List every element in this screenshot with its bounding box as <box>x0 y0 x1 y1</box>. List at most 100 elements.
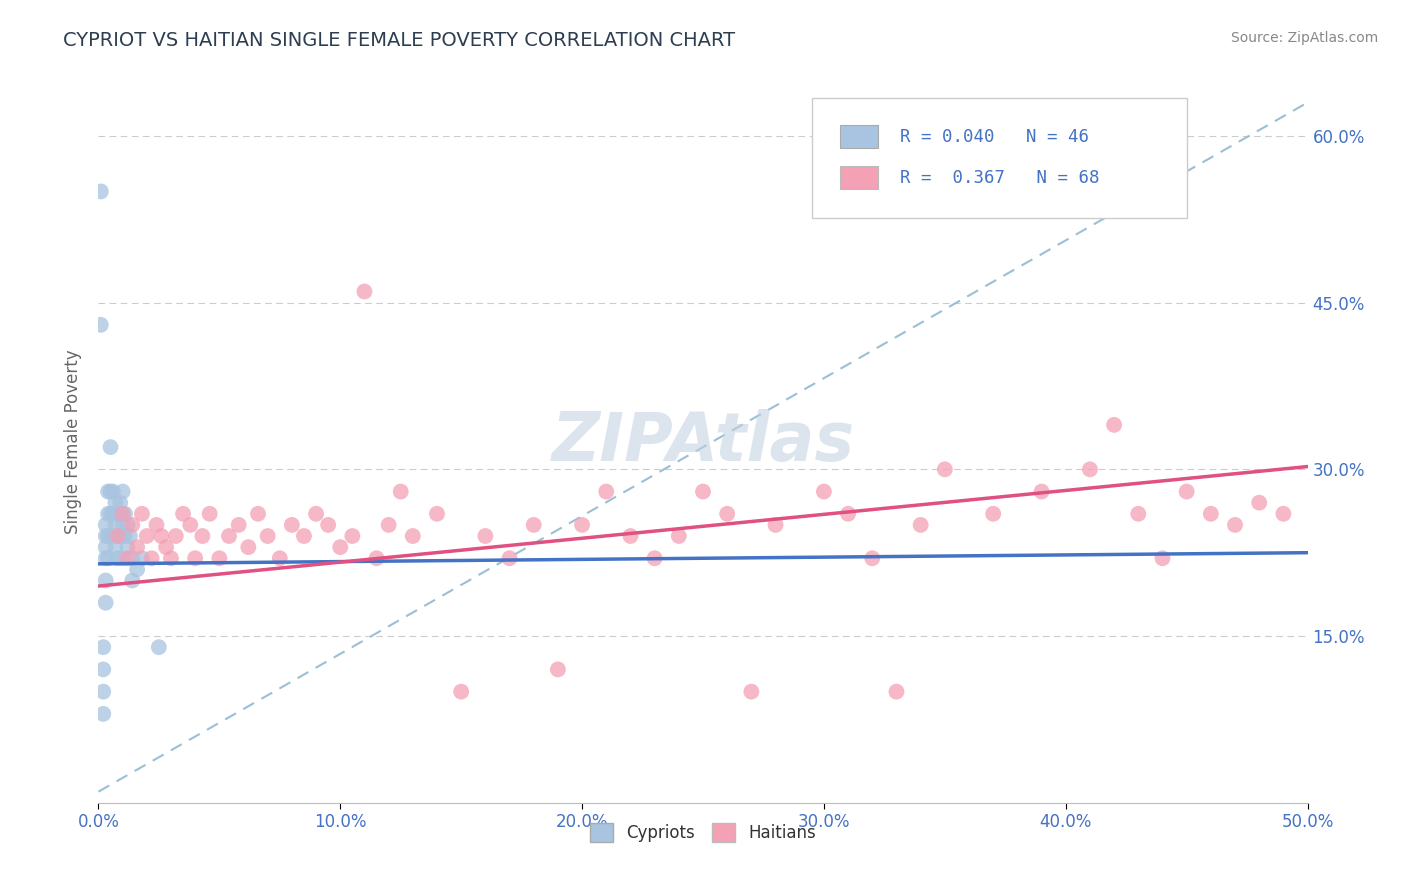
Point <box>101 484 124 499</box>
Point <box>426 507 449 521</box>
Point <box>94 540 117 554</box>
Point <box>97 551 120 566</box>
Point <box>179 517 201 532</box>
Point <box>402 529 425 543</box>
Point <box>145 517 167 532</box>
Point <box>886 684 908 698</box>
Point <box>474 529 496 543</box>
Point <box>104 540 127 554</box>
Point <box>94 596 117 610</box>
Text: ZIPAtlas: ZIPAtlas <box>551 409 855 475</box>
Y-axis label: Single Female Poverty: Single Female Poverty <box>65 350 83 533</box>
Point <box>135 529 157 543</box>
Point <box>111 529 134 543</box>
Legend: Cypriots, Haitians: Cypriots, Haitians <box>583 816 823 848</box>
Point <box>342 529 364 543</box>
Point <box>498 551 520 566</box>
Point <box>100 529 122 543</box>
Point <box>450 684 472 698</box>
Point <box>107 551 129 566</box>
Point <box>1078 462 1101 476</box>
FancyBboxPatch shape <box>811 98 1187 218</box>
Point <box>191 529 214 543</box>
Point <box>329 540 352 554</box>
Point <box>1102 417 1125 432</box>
Text: R =  0.367   N = 68: R = 0.367 N = 68 <box>900 169 1099 186</box>
Point <box>165 529 187 543</box>
Point <box>716 507 738 521</box>
Point <box>305 507 328 521</box>
Point <box>121 574 143 588</box>
Point <box>97 529 120 543</box>
Point <box>1249 496 1271 510</box>
Point <box>1128 507 1150 521</box>
Point <box>111 551 134 566</box>
Point <box>100 484 122 499</box>
Point <box>94 551 117 566</box>
Point <box>117 540 139 554</box>
Point <box>111 507 134 521</box>
Point <box>837 507 859 521</box>
Point <box>281 517 304 532</box>
Point <box>218 529 240 543</box>
Point <box>1272 507 1295 521</box>
Point <box>619 529 641 543</box>
Point <box>1199 507 1222 521</box>
Text: Source: ZipAtlas.com: Source: ZipAtlas.com <box>1230 31 1378 45</box>
Point <box>292 529 315 543</box>
Point <box>90 318 112 332</box>
Point <box>256 529 278 543</box>
Point <box>127 562 149 576</box>
Point <box>668 529 690 543</box>
Point <box>104 517 127 532</box>
Point <box>101 507 124 521</box>
Point <box>107 529 129 543</box>
Point <box>316 517 339 532</box>
Text: R = 0.040   N = 46: R = 0.040 N = 46 <box>900 128 1090 145</box>
Point <box>108 496 131 510</box>
Point <box>91 684 114 698</box>
Point <box>1223 517 1246 532</box>
Point <box>114 529 136 543</box>
Point <box>107 529 129 543</box>
Point <box>595 484 617 499</box>
Point <box>1175 484 1198 499</box>
Point <box>91 662 114 676</box>
Point <box>547 662 569 676</box>
Point <box>353 285 375 299</box>
Point <box>238 540 260 554</box>
Point <box>94 517 117 532</box>
Point <box>108 529 131 543</box>
Point <box>644 551 666 566</box>
Point <box>155 540 177 554</box>
Point <box>148 640 170 655</box>
Point <box>111 517 134 532</box>
Point <box>141 551 163 566</box>
Point <box>97 484 120 499</box>
Point <box>117 551 139 566</box>
Point <box>104 496 127 510</box>
Point <box>160 551 183 566</box>
Point <box>910 517 932 532</box>
Point <box>692 484 714 499</box>
Point <box>571 517 593 532</box>
Point <box>97 507 120 521</box>
FancyBboxPatch shape <box>839 166 879 189</box>
Point <box>740 684 762 698</box>
Point <box>100 440 122 454</box>
Point <box>1031 484 1053 499</box>
Point <box>111 484 134 499</box>
FancyBboxPatch shape <box>839 125 879 148</box>
Point <box>184 551 207 566</box>
Point <box>860 551 883 566</box>
Point <box>366 551 388 566</box>
Point <box>389 484 412 499</box>
Point <box>813 484 835 499</box>
Point <box>90 185 112 199</box>
Point <box>94 529 117 543</box>
Point <box>150 529 173 543</box>
Point <box>377 517 399 532</box>
Point <box>247 507 270 521</box>
Point <box>208 551 231 566</box>
Point <box>1152 551 1174 566</box>
